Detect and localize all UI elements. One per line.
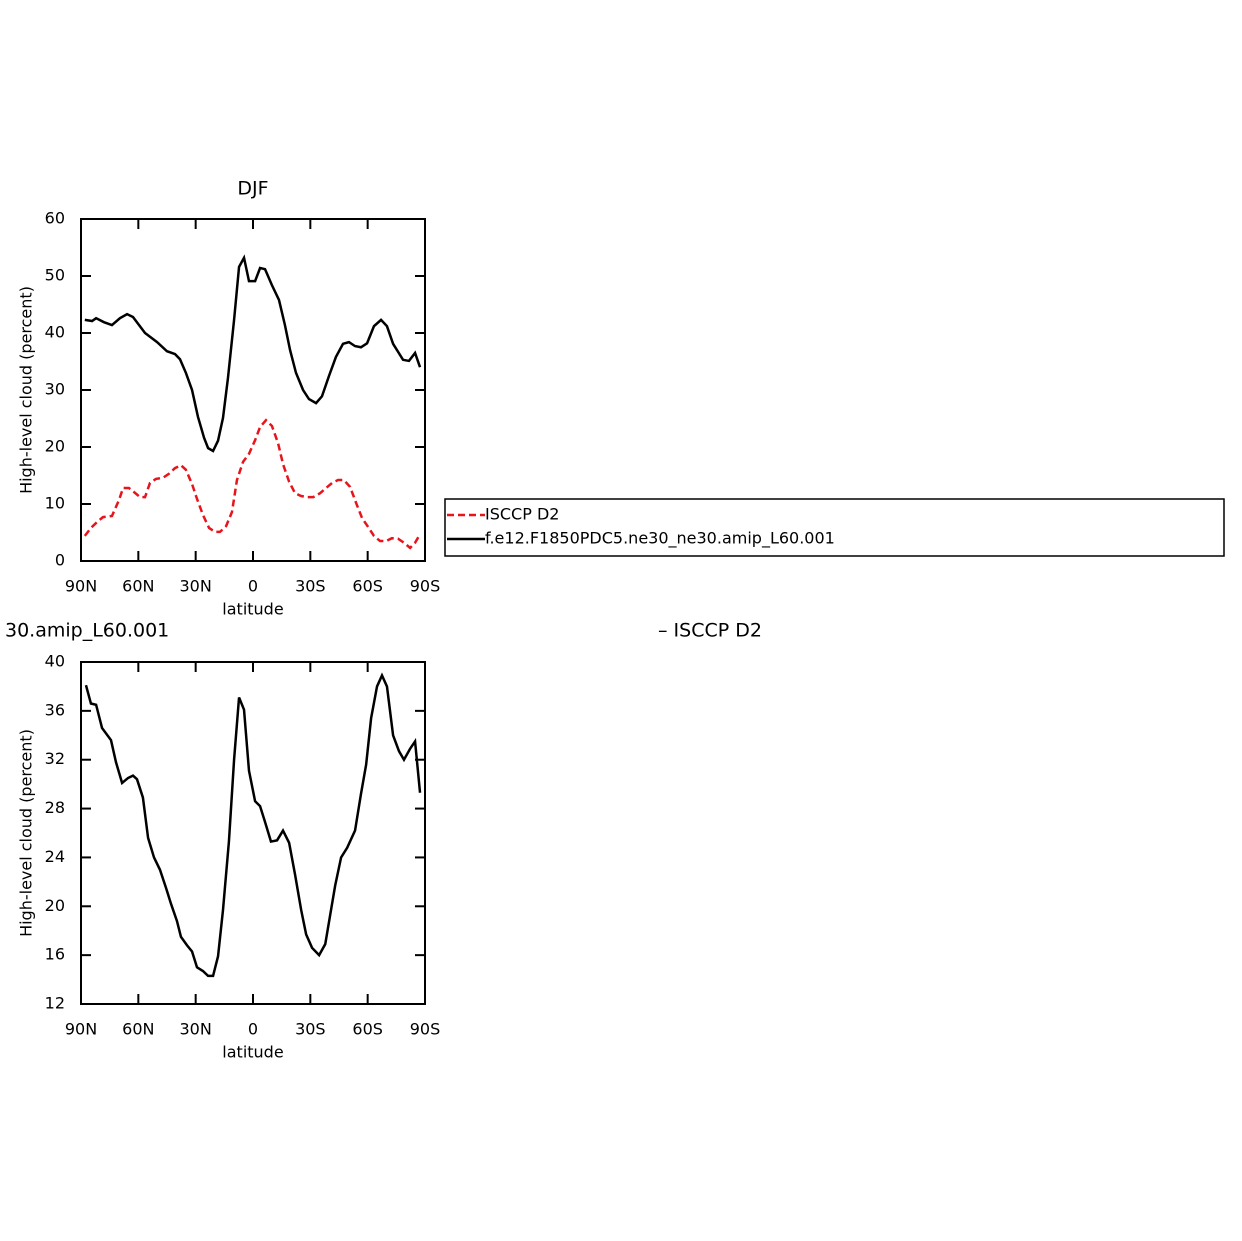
chart-title: 30.amip_L60.001 [5,620,169,642]
legend-label: ISCCP D2 [485,505,559,524]
x-tick-label: 60S [352,1020,383,1039]
chart-title: DJF [237,178,268,200]
y-axis-label: High-level cloud (percent) [17,286,36,494]
data-line [84,672,422,978]
y-tick-label: 32 [45,749,65,768]
x-tick-label: 90N [65,1020,97,1039]
x-tick-label: 30N [180,577,212,596]
x-tick-label: 60N [122,577,154,596]
y-tick-label: 50 [45,266,65,285]
x-tick-label: 60S [352,577,383,596]
x-tick-label: 90N [65,577,97,596]
x-tick-label: 30S [295,577,326,596]
x-tick-label: 90S [410,1020,441,1039]
y-tick-label: 36 [45,700,65,719]
y-tick-label: 60 [45,209,65,228]
x-tick-label: 30N [180,1020,212,1039]
y-tick-label: 30 [45,380,65,399]
y-tick-label: 16 [45,945,65,964]
y-axis-label: High-level cloud (percent) [17,729,36,937]
y-tick-label: 12 [45,994,65,1013]
y-tick-label: 10 [45,494,65,513]
y-tick-label: 20 [45,896,65,915]
x-axis-label: latitude [222,600,283,619]
x-axis-label: latitude [222,1043,283,1062]
data-line [83,418,422,550]
y-tick-label: 28 [45,798,65,817]
plot-frame [80,661,426,1005]
y-tick-label: 0 [55,551,65,570]
y-tick-label: 20 [45,437,65,456]
y-tick-label: 24 [45,847,65,866]
y-tick-label: 40 [45,652,65,671]
x-tick-label: 90S [410,577,441,596]
x-tick-label: 0 [248,577,258,596]
legend-box [444,498,1225,557]
plot-frame [80,218,426,562]
x-tick-label: 30S [295,1020,326,1039]
x-tick-label: 60N [122,1020,154,1039]
chart-title: – ISCCP D2 [658,620,762,642]
x-tick-label: 0 [248,1020,258,1039]
data-line [84,254,422,453]
y-tick-label: 40 [45,323,65,342]
legend-label: f.e12.F1850PDC5.ne30_ne30.amip_L60.001 [485,529,835,549]
